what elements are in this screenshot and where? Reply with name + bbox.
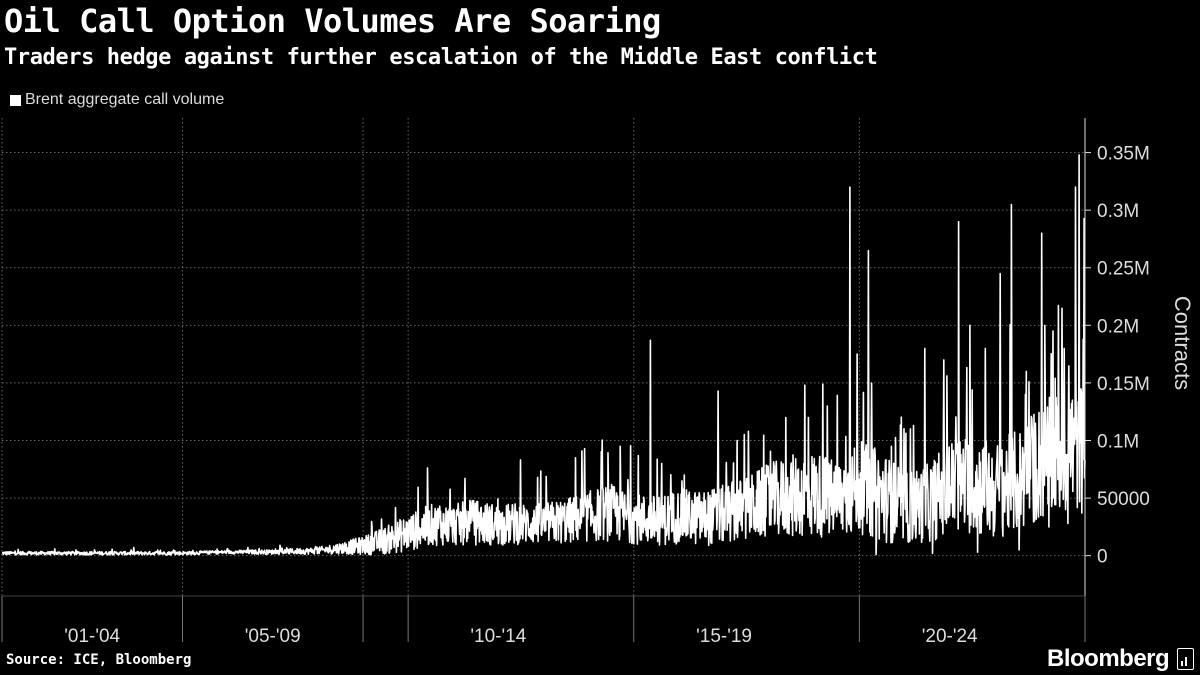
y-tick-label: 0: [1097, 547, 1108, 568]
logo-text: Bloomberg: [1047, 645, 1170, 672]
legend: Brent aggregate call volume: [10, 91, 224, 109]
logo-badge-icon: [1177, 648, 1195, 670]
y-axis-label: Contracts: [1170, 296, 1195, 390]
y-tick-label: 0.2M: [1097, 316, 1139, 337]
x-period-label: '15-'19: [696, 626, 752, 647]
chart-title: Oil Call Option Volumes Are Soaring: [4, 2, 661, 40]
x-axis: '01-'04 '05-'09 '10-'14 '15-'19 '20-'24: [1, 595, 1086, 647]
y-tick-label: 0.3M: [1097, 201, 1139, 222]
y-tick-label: 0.1M: [1097, 432, 1139, 453]
chart-subtitle: Traders hedge against further escalation…: [4, 45, 878, 70]
x-period-label: '01-'04: [64, 626, 120, 647]
y-tick-label: 0.35M: [1097, 144, 1150, 165]
source-note: Source: ICE, Bloomberg: [6, 652, 192, 668]
legend-label: Brent aggregate call volume: [25, 91, 225, 108]
bloomberg-logo: Bloomberg: [1047, 645, 1195, 673]
series-line: [1, 154, 1086, 556]
legend-swatch: [10, 94, 21, 106]
y-tick-label: 50000: [1097, 489, 1150, 510]
x-period-label: '10-'14: [470, 626, 526, 647]
x-period-label: '20-'24: [922, 626, 978, 647]
y-tick-label: 0.25M: [1097, 259, 1150, 280]
y-axis: 0 50000 0.1M 0.15M 0.2M 0.25M 0.3M 0.35M: [1084, 118, 1150, 596]
y-tick-label: 0.15M: [1097, 374, 1150, 395]
series-path: [1, 154, 1086, 556]
x-period-label: '05-'09: [245, 626, 301, 647]
